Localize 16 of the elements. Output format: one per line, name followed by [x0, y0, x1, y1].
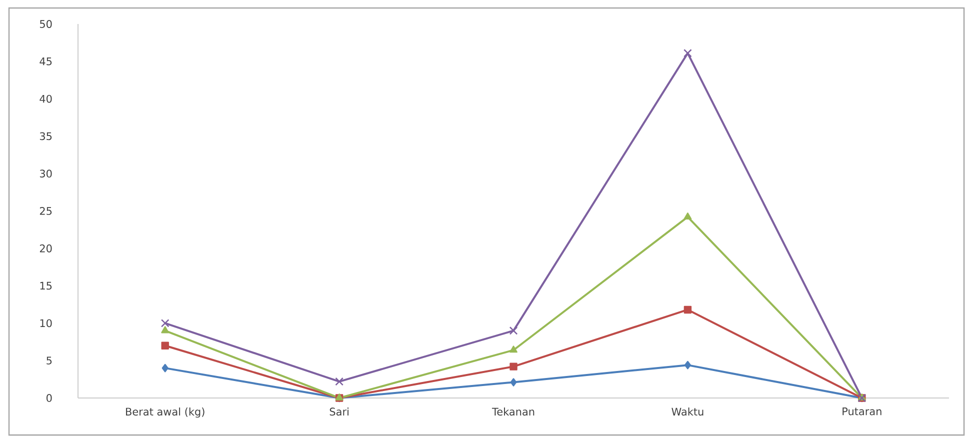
y-tick-label: 35 — [40, 132, 52, 140]
y-tick-label: 0 — [46, 394, 52, 402]
x-tick-label: Sari — [330, 408, 348, 416]
y-tick-label: 50 — [40, 20, 52, 28]
y-tick-label: 15 — [40, 282, 52, 290]
x-tick-label: Putaran — [842, 408, 882, 416]
y-tick-label: 10 — [40, 319, 52, 328]
y-tick-label: 20 — [40, 244, 52, 252]
y-tick-label: 45 — [40, 58, 52, 66]
x-tick-label: Waktu — [672, 408, 704, 416]
y-tick-label: 25 — [40, 207, 52, 215]
y-tick-label: 30 — [40, 170, 52, 178]
y-tick-label: 40 — [40, 94, 52, 103]
x-tick-label: Tekanan — [492, 408, 534, 416]
x-tick-label: Berat awal (kg) — [126, 408, 204, 418]
y-tick-label: 5 — [46, 356, 52, 364]
